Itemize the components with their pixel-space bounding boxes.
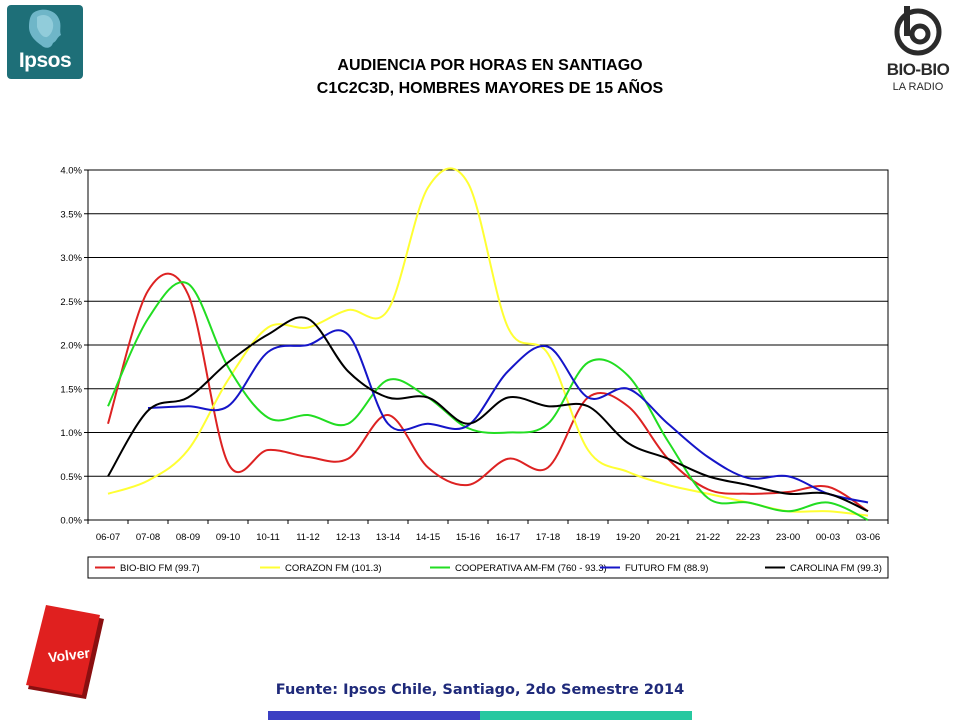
y-tick-label: 2.0%	[60, 341, 82, 352]
y-tick-label: 3.5%	[60, 209, 82, 220]
x-tick-label: 07-08	[136, 532, 160, 543]
volver-button[interactable]: Volver	[26, 605, 106, 701]
x-tick-label: 23-00	[776, 532, 800, 543]
x-tick-label: 18-19	[576, 532, 600, 543]
legend-label: FUTURO FM (88.9)	[625, 563, 708, 574]
x-tick-label: 21-22	[696, 532, 720, 543]
y-tick-label: 0.5%	[60, 472, 82, 483]
x-tick-label: 11-12	[296, 532, 320, 543]
y-tick-label: 2.5%	[60, 297, 82, 308]
series-line-2	[107, 167, 869, 517]
biobio-mark-icon	[894, 6, 942, 56]
x-tick-label: 17-18	[536, 532, 560, 543]
x-tick-label: 09-10	[216, 532, 240, 543]
x-tick-label: 03-06	[856, 532, 880, 543]
footer-bar-green	[480, 711, 692, 720]
y-tick-label: 1.0%	[60, 428, 82, 439]
ipsos-logo-text: Ipsos	[18, 49, 72, 72]
legend-label: CORAZON FM (101.3)	[285, 563, 382, 574]
x-tick-label: 19-20	[616, 532, 640, 543]
legend-box	[87, 556, 889, 579]
page-title: AUDIENCIA POR HORAS EN SANTIAGO	[337, 57, 643, 74]
x-tick-label: 22-23	[736, 532, 760, 543]
series-line-1	[107, 272, 869, 513]
series-line-4	[147, 329, 869, 504]
x-tick-label: 13-14	[376, 532, 400, 543]
page-subtitle: C1C2C3D, HOMBRES MAYORES DE 15 AÑOS	[316, 80, 664, 97]
source-note: Fuente: Ipsos Chile, Santiago, 2do Semes…	[275, 682, 685, 698]
biobio-logo: BIO-BIO LA RADIO	[884, 4, 952, 98]
x-tick-label: 20-21	[656, 532, 680, 543]
x-tick-label: 10-11	[256, 532, 280, 543]
biobio-logo-text: BIO-BIO	[886, 60, 950, 79]
legend-label: CAROLINA FM (99.3)	[790, 563, 882, 574]
biobio-logo-subtext: LA RADIO	[892, 81, 944, 93]
y-tick-label: 1.5%	[60, 384, 82, 395]
series-line-3	[107, 281, 869, 521]
x-tick-label: 15-16	[456, 532, 480, 543]
y-tick-label: 4.0%	[60, 166, 82, 177]
y-tick-label: 3.0%	[60, 253, 82, 264]
ipsos-head-icon	[29, 9, 61, 48]
ipsos-logo: Ipsos	[7, 5, 83, 79]
series-line-5	[107, 316, 869, 513]
x-tick-label: 08-09	[176, 532, 200, 543]
x-tick-label: 06-07	[96, 532, 120, 543]
volver-button-shape	[26, 605, 104, 699]
legend-label: COOPERATIVA AM-FM (760 - 93.3)	[455, 563, 607, 574]
legend-label: BIO-BIO FM (99.7)	[120, 563, 200, 574]
x-tick-label: 12-13	[336, 532, 360, 543]
x-tick-label: 16-17	[496, 532, 520, 543]
x-tick-label: 00-03	[816, 532, 840, 543]
x-tick-label: 14-15	[416, 532, 440, 543]
y-tick-label: 0.0%	[60, 516, 82, 527]
footer-bar-blue	[268, 711, 480, 720]
